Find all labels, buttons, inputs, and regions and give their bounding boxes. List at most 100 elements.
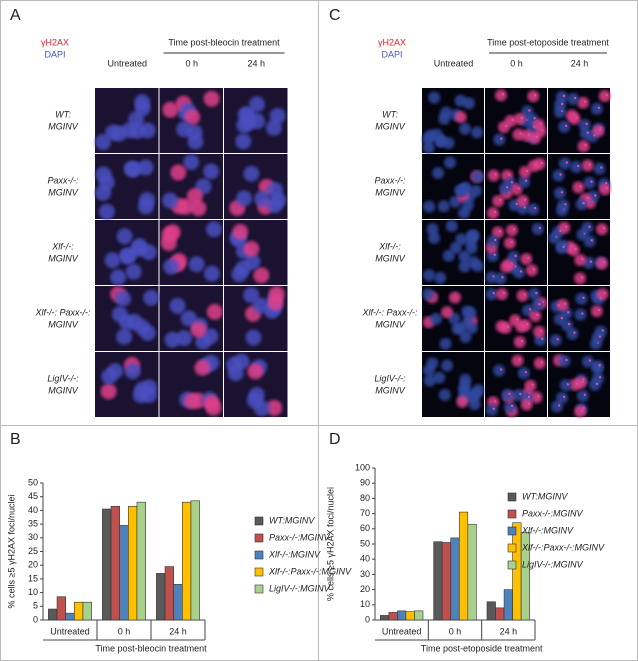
micrograph — [95, 286, 160, 351]
cell — [188, 256, 205, 273]
bar — [156, 573, 166, 621]
focus — [533, 207, 537, 210]
cell — [487, 234, 500, 247]
micrograph — [422, 154, 484, 219]
legend-label: LigIV-/-:MGINV — [522, 559, 584, 569]
cell — [459, 373, 472, 386]
bar — [119, 525, 129, 621]
focus — [517, 187, 520, 190]
row-label: LigIV-/-: — [47, 373, 79, 383]
micrograph — [548, 88, 611, 153]
cell — [183, 154, 200, 171]
cell — [567, 92, 580, 105]
focus — [580, 276, 584, 279]
x-tick-label: 0 h — [118, 626, 131, 636]
cell — [529, 309, 542, 322]
cell — [577, 96, 590, 109]
micrograph — [485, 88, 547, 153]
cell — [195, 333, 212, 350]
cell — [552, 169, 565, 182]
micrograph — [159, 220, 223, 285]
focus — [588, 163, 591, 166]
cell — [576, 389, 589, 402]
row-label: MGINV — [375, 319, 405, 329]
cell — [566, 327, 579, 340]
focus — [557, 404, 561, 407]
y-tick-label: 10 — [360, 599, 370, 609]
cell — [236, 190, 253, 207]
micrograph — [422, 286, 484, 351]
focus — [535, 291, 538, 295]
cell — [519, 319, 532, 332]
focus — [602, 261, 606, 264]
cell — [423, 269, 436, 282]
cell — [439, 337, 452, 350]
cell — [596, 288, 609, 301]
cell — [533, 357, 546, 370]
cell — [95, 134, 112, 151]
focus — [565, 358, 568, 362]
cell — [471, 126, 484, 139]
bar — [486, 601, 496, 621]
focus — [588, 359, 592, 362]
bar — [405, 611, 415, 621]
cell — [524, 379, 537, 392]
cell — [533, 325, 546, 338]
focus — [498, 230, 502, 233]
cell — [598, 183, 611, 196]
x-tick-label: 0 h — [449, 626, 462, 636]
focus — [538, 226, 541, 230]
bar — [102, 508, 112, 621]
cell — [511, 354, 524, 367]
cell — [499, 182, 512, 195]
panel-label: D — [329, 431, 341, 448]
row-label: MGINV — [48, 319, 78, 329]
legend-label: Xlf-/-:Paxx-/-:MGINV — [521, 542, 605, 552]
row-label: MGINV — [375, 121, 405, 131]
focus — [523, 206, 526, 209]
focus — [520, 116, 523, 120]
focus — [536, 313, 539, 317]
row-label: WT: — [55, 109, 71, 119]
y-tick-label: 25 — [28, 546, 38, 556]
focus — [519, 132, 522, 135]
focus — [573, 96, 577, 100]
focus — [562, 94, 566, 98]
cell — [267, 181, 284, 198]
cell — [574, 308, 587, 321]
cell — [592, 124, 605, 137]
focus — [492, 407, 495, 411]
focus — [565, 161, 568, 164]
panel-label: B — [10, 431, 21, 448]
focus — [594, 194, 597, 197]
row-label: MGINV — [375, 187, 405, 197]
cell — [485, 403, 498, 416]
cell — [104, 252, 121, 269]
cell — [583, 176, 596, 189]
focus — [588, 225, 591, 228]
column-label: Untreated — [107, 58, 147, 68]
cell — [441, 359, 454, 372]
micrograph — [95, 88, 159, 153]
cell — [493, 133, 506, 146]
cell — [485, 288, 498, 301]
cell — [245, 329, 262, 346]
focus — [586, 196, 589, 200]
cell — [232, 223, 249, 240]
bar — [467, 523, 477, 621]
focus — [540, 161, 543, 165]
cell — [574, 272, 587, 285]
cell — [203, 90, 220, 107]
focus — [579, 185, 582, 188]
focus — [493, 253, 496, 256]
focus — [511, 118, 514, 122]
bar — [520, 532, 530, 621]
cell — [176, 121, 193, 138]
focus — [519, 270, 523, 273]
row-label: Paxx-/-: — [47, 175, 79, 185]
cell — [516, 289, 529, 302]
stain-label: DAPI — [44, 49, 65, 59]
cell — [533, 157, 546, 170]
focus — [532, 268, 536, 271]
focus — [541, 337, 544, 341]
